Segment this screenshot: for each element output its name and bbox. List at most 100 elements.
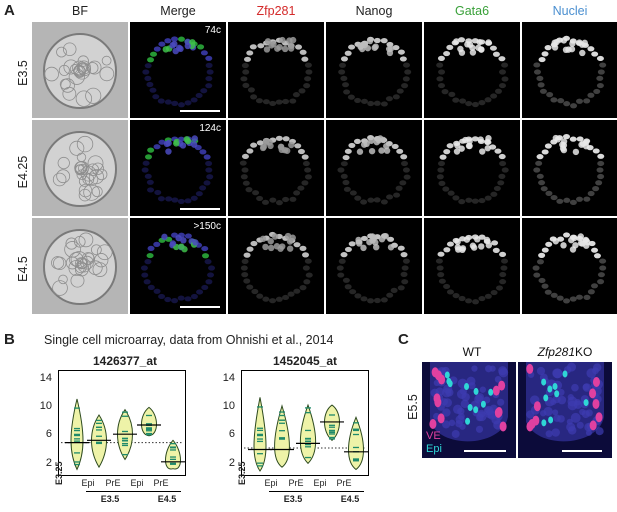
x-label-pre: PrE (336, 478, 352, 488)
data-point (96, 426, 102, 428)
image-tile-zfp281-row2 (228, 120, 324, 216)
data-point (96, 441, 102, 443)
x-label-epi: Epi (130, 478, 144, 488)
data-point (170, 458, 176, 460)
image-tile-zfp281-row3 (228, 218, 324, 314)
data-point (96, 435, 102, 437)
data-point (74, 407, 80, 409)
violin-e4-5-epi (324, 404, 340, 441)
data-point (353, 429, 359, 432)
data-point (257, 453, 263, 455)
data-point (122, 438, 128, 440)
data-point (353, 422, 359, 424)
image-tile-nanog-row3 (326, 218, 422, 314)
data-point (279, 414, 285, 417)
image-tile-merge-row3: >150c (130, 218, 226, 314)
data-point (74, 429, 80, 432)
violin-plot-2 (244, 397, 368, 472)
data-point (305, 446, 311, 448)
x-group-label: E4.5 (340, 494, 360, 504)
column-header-nanog: Nanog (355, 4, 393, 18)
data-point (305, 456, 311, 459)
data-point (305, 443, 311, 446)
data-point (279, 437, 285, 439)
panel-b-letter: B (4, 331, 15, 348)
data-point (146, 430, 152, 432)
row-label-e425: E4.25 (16, 155, 30, 189)
plot1-title: 1426377_at (92, 354, 158, 368)
image-tile-gata6-row1 (424, 22, 520, 118)
data-point (329, 430, 335, 432)
violin-e3-5-pre (300, 403, 316, 465)
violin-e3-5-epi (91, 414, 107, 469)
cell-count-label: >150c (193, 221, 221, 232)
row-label-e45: E4.5 (16, 256, 30, 282)
data-point (146, 428, 152, 431)
data-point (279, 419, 285, 421)
image-tile-zfp281-row1 (228, 22, 324, 118)
data-point (170, 463, 176, 465)
data-point (329, 431, 335, 434)
data-point (146, 427, 152, 429)
panel-b-subtitle: Single cell microarray, data from Ohnish… (44, 333, 334, 347)
data-point (257, 434, 263, 437)
column-header-merge: Merge (160, 4, 196, 18)
image-tile-bf-row2 (32, 120, 128, 216)
column-header-bf: BF (72, 4, 88, 18)
data-point (305, 412, 311, 414)
image-tile-nuclei-row2 (522, 120, 617, 216)
cell-count-label: 74c (204, 25, 221, 36)
data-point (353, 460, 359, 462)
data-point (170, 449, 176, 451)
data-point (305, 438, 311, 440)
image-tile-gata6-row2 (424, 120, 520, 216)
y-tick-label: 10 (39, 400, 52, 412)
data-point (74, 461, 80, 463)
data-point (329, 424, 335, 426)
data-point (257, 440, 263, 443)
y-tick-label: 6 (228, 428, 235, 440)
column-header-gata6: Gata6 (454, 4, 490, 18)
wt-image (429, 362, 509, 442)
image-tile-merge-row2: 124c (130, 120, 226, 216)
data-point (279, 438, 285, 440)
data-point (257, 438, 263, 440)
data-point (257, 406, 263, 408)
y-tick-label: 14 (222, 372, 235, 384)
scale-bar (562, 450, 602, 452)
data-point (122, 442, 128, 445)
image-tile-nanog-row2 (326, 120, 422, 216)
legend-epi: Epi (426, 443, 442, 455)
image-tile-bf-row3 (32, 218, 128, 314)
data-point (74, 434, 80, 437)
scale-bar (180, 110, 220, 112)
data-point (353, 458, 359, 460)
data-point (96, 422, 102, 425)
data-point (257, 429, 263, 432)
y-tick-label: 10 (222, 400, 235, 412)
violin-plot-1 (61, 398, 185, 471)
data-point (74, 440, 80, 442)
x-label-pre: PrE (105, 478, 121, 488)
data-point (329, 426, 335, 428)
cell-count-label: 124c (199, 123, 221, 134)
x-label-pre: PrE (288, 478, 304, 488)
panel-c-stage: E5.5 (406, 394, 420, 420)
data-point (122, 430, 128, 433)
y-tick-label: 14 (39, 372, 52, 384)
data-point (74, 433, 80, 436)
data-point (170, 446, 176, 448)
legend-ve: VE (426, 430, 441, 442)
data-point (279, 411, 285, 413)
data-point (279, 430, 285, 432)
data-point (279, 422, 285, 424)
violin-e4-5-epi (141, 406, 157, 437)
plot1-frame (58, 370, 186, 476)
image-tile-merge-row1: 74c (130, 22, 226, 118)
data-point (170, 456, 176, 458)
data-point (96, 419, 102, 422)
ko-gene-name: Zfp281 (537, 345, 575, 359)
ko-label: Zfp281KO (515, 345, 615, 359)
data-point (257, 462, 263, 464)
x-label-epi: Epi (313, 478, 327, 488)
